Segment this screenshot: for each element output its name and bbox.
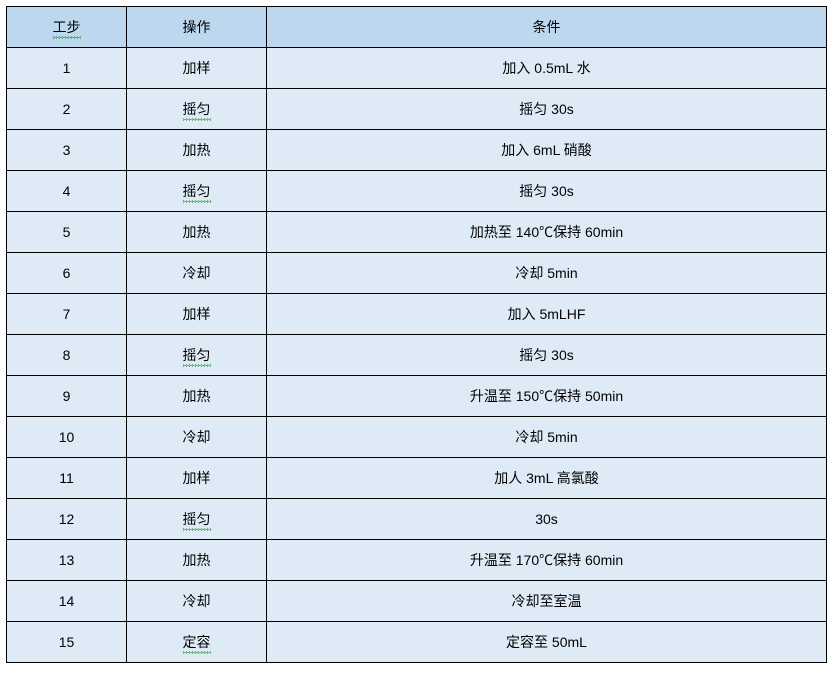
cell-operation: 加样 bbox=[127, 294, 267, 335]
cell-step: 1 bbox=[7, 48, 127, 89]
table-row: 11加样加人 3mL 高氯酸 bbox=[7, 458, 827, 499]
cell-condition: 加入 0.5mL 水 bbox=[267, 48, 827, 89]
header-operation-label: 操作 bbox=[183, 19, 211, 35]
table-row: 1加样加入 0.5mL 水 bbox=[7, 48, 827, 89]
header-condition-label: 条件 bbox=[533, 19, 561, 35]
table-body: 1加样加入 0.5mL 水2摇匀摇匀 30s3加热加入 6mL 硝酸4摇匀摇匀 … bbox=[7, 48, 827, 663]
cell-operation: 加热 bbox=[127, 212, 267, 253]
table-row: 4 摇匀 摇匀 30s bbox=[7, 171, 827, 212]
table-row: 2 摇匀 摇匀 30s bbox=[7, 89, 827, 130]
cell-operation: 加样 bbox=[127, 458, 267, 499]
cell-step: 3 bbox=[7, 130, 127, 171]
table-row: 9加热升温至 150℃保持 50min bbox=[7, 376, 827, 417]
cell-operation-label: 摇匀 bbox=[183, 509, 211, 529]
cell-condition: 摇匀 30s bbox=[267, 171, 827, 212]
cell-condition: 加热至 140℃保持 60min bbox=[267, 212, 827, 253]
table-row: 15 定容 定容至 50mL bbox=[7, 622, 827, 663]
table-row: 7加样加入 5mLHF bbox=[7, 294, 827, 335]
table-row: 5加热加热至 140℃保持 60min bbox=[7, 212, 827, 253]
cell-step: 7 bbox=[7, 294, 127, 335]
procedure-table: 工步 操作 条件 1加样加入 0.5mL 水2摇匀摇匀 30s3加热加入 6mL… bbox=[6, 6, 827, 663]
cell-operation: 冷却 bbox=[127, 581, 267, 622]
cell-step: 5 bbox=[7, 212, 127, 253]
cell-operation-label: 摇匀 bbox=[183, 181, 211, 201]
cell-step: 13 bbox=[7, 540, 127, 581]
cell-operation: 定容 bbox=[127, 622, 267, 663]
cell-step: 11 bbox=[7, 458, 127, 499]
cell-step: 4 bbox=[7, 171, 127, 212]
cell-operation: 加热 bbox=[127, 376, 267, 417]
cell-condition: 摇匀 30s bbox=[267, 335, 827, 376]
cell-step: 2 bbox=[7, 89, 127, 130]
cell-operation: 加样 bbox=[127, 48, 267, 89]
cell-operation: 摇匀 bbox=[127, 499, 267, 540]
cell-step: 9 bbox=[7, 376, 127, 417]
cell-operation: 加热 bbox=[127, 540, 267, 581]
cell-condition: 冷却 5min bbox=[267, 417, 827, 458]
cell-step: 12 bbox=[7, 499, 127, 540]
table-header: 工步 操作 条件 bbox=[7, 7, 827, 48]
cell-step: 8 bbox=[7, 335, 127, 376]
cell-condition: 冷却 5min bbox=[267, 253, 827, 294]
cell-condition: 升温至 150℃保持 50min bbox=[267, 376, 827, 417]
table-row: 13加热升温至 170℃保持 60min bbox=[7, 540, 827, 581]
cell-step: 10 bbox=[7, 417, 127, 458]
cell-condition: 冷却至室温 bbox=[267, 581, 827, 622]
cell-operation-label: 摇匀 bbox=[183, 99, 211, 119]
cell-step: 6 bbox=[7, 253, 127, 294]
cell-condition: 加人 3mL 高氯酸 bbox=[267, 458, 827, 499]
cell-condition: 加入 5mLHF bbox=[267, 294, 827, 335]
table-row: 3加热加入 6mL 硝酸 bbox=[7, 130, 827, 171]
cell-operation: 摇匀 bbox=[127, 89, 267, 130]
cell-condition: 30s bbox=[267, 499, 827, 540]
table-row: 8 摇匀 摇匀 30s bbox=[7, 335, 827, 376]
table-row: 14冷却冷却至室温 bbox=[7, 581, 827, 622]
table-row: 12 摇匀 30s bbox=[7, 499, 827, 540]
cell-operation-label: 摇匀 bbox=[183, 345, 211, 365]
table-row: 6冷却冷却 5min bbox=[7, 253, 827, 294]
cell-condition: 摇匀 30s bbox=[267, 89, 827, 130]
header-condition: 条件 bbox=[267, 7, 827, 48]
cell-condition: 升温至 170℃保持 60min bbox=[267, 540, 827, 581]
cell-operation: 摇匀 bbox=[127, 335, 267, 376]
header-step-label: 工步 bbox=[53, 17, 81, 37]
cell-step: 15 bbox=[7, 622, 127, 663]
cell-operation: 加热 bbox=[127, 130, 267, 171]
cell-operation: 冷却 bbox=[127, 417, 267, 458]
cell-condition: 定容至 50mL bbox=[267, 622, 827, 663]
cell-operation-label: 定容 bbox=[183, 632, 211, 652]
cell-operation: 冷却 bbox=[127, 253, 267, 294]
cell-condition: 加入 6mL 硝酸 bbox=[267, 130, 827, 171]
cell-operation: 摇匀 bbox=[127, 171, 267, 212]
cell-step: 14 bbox=[7, 581, 127, 622]
header-step: 工步 bbox=[7, 7, 127, 48]
header-operation: 操作 bbox=[127, 7, 267, 48]
table-row: 10冷却冷却 5min bbox=[7, 417, 827, 458]
